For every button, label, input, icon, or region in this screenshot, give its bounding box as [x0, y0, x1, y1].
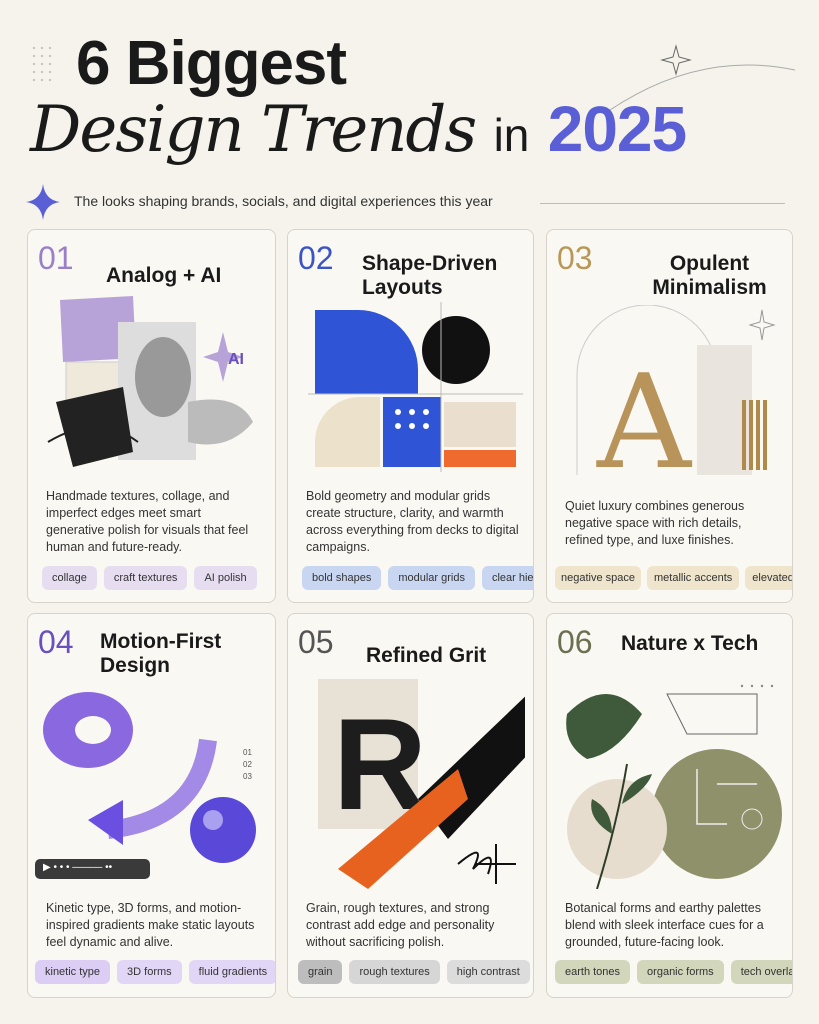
card-description: Grain, rough textures, and strong contra…	[306, 901, 495, 949]
trend-card-motion-first: 04 Motion-First Design 01 02 03 ▶ • • • ——…	[27, 613, 276, 998]
tag: craft textures	[103, 566, 188, 590]
svg-text:03: 03	[243, 772, 252, 781]
card-title: Analog + AI	[106, 264, 222, 287]
svg-text:AI: AI	[228, 351, 244, 368]
trend-card-shape-driven: 02 Shape-Driven Layouts Bold geometry an…	[287, 229, 534, 603]
svg-text:02: 02	[243, 760, 252, 769]
3d-forms-illustration: 01 02 03	[43, 692, 256, 863]
tag: earth tones	[555, 960, 631, 984]
card-number: 04	[38, 624, 74, 660]
gold-letter-illustration: A	[576, 305, 776, 480]
card-number: 06	[557, 624, 593, 660]
tag: modular grids	[388, 566, 475, 590]
trend-card-nature-tech: 06 Nature x Tech Botanical forms and ear…	[546, 613, 793, 998]
card-description: Handmade textures, collage, and imperfec…	[46, 489, 249, 554]
subtitle: The looks shaping brands, socials, and d…	[74, 193, 493, 209]
tag-list: collage craft textures AI polish	[42, 566, 265, 590]
svg-text:01: 01	[243, 748, 252, 757]
tag: rough textures	[349, 960, 440, 984]
tag: negative space	[555, 566, 641, 590]
tag-list: earth tones organic forms tech overlays	[555, 960, 792, 984]
card-title: Shape-Driven Layouts	[362, 252, 498, 299]
tag-list: negative space metallic accents elevated…	[555, 566, 792, 590]
card-title: Refined Grit	[366, 644, 487, 667]
card-number: 05	[298, 624, 334, 660]
tag: kinetic type	[35, 960, 111, 984]
trend-card-analog-ai: 01 Analog + AI AI Handmade textures, col…	[27, 229, 276, 603]
tag: elevated type	[745, 566, 792, 590]
tag: 3D forms	[117, 960, 182, 984]
tag: bold shapes	[302, 566, 382, 590]
card-description: Bold geometry and modular grids create s…	[306, 489, 519, 554]
title-design-trends: Design Trends	[30, 93, 477, 167]
tag-list: kinetic type 3D forms fluid gradients	[35, 960, 275, 984]
tag-list: bold shapes modular grids clear hierarch…	[302, 566, 533, 590]
divider	[540, 203, 785, 204]
tag: high contrast	[446, 960, 530, 984]
geometric-shapes-illustration	[308, 302, 523, 472]
page-title-line1: 6 Biggest	[76, 29, 347, 98]
tag: metallic accents	[647, 566, 740, 590]
botanical-tech-illustration	[566, 684, 782, 889]
trend-card-opulent-minimalism: 03 Opulent Minimalism A Quiet luxury com…	[546, 229, 793, 603]
card-description: Quiet luxury combines generous negative …	[565, 499, 745, 547]
dot-grid-decoration	[30, 44, 56, 84]
sparkle-icon	[26, 184, 60, 220]
tag-list: grain rough textures high contrast	[298, 960, 530, 984]
card-number: 02	[298, 240, 334, 276]
tag: collage	[42, 566, 97, 590]
tag: organic forms	[637, 960, 724, 984]
card-description: Kinetic type, 3D forms, and motion-inspi…	[46, 901, 255, 949]
tag: grain	[298, 960, 343, 984]
collage-illustration: AI	[47, 296, 253, 467]
tag: fluid gradients	[188, 960, 275, 984]
trend-card-refined-grit: 05 Refined Grit R Grain, rough textures,…	[287, 613, 534, 998]
card-description: Botanical forms and earthy palettes blen…	[565, 901, 764, 949]
card-title: Motion-First Design	[100, 630, 222, 677]
tag: tech overlays	[730, 960, 792, 984]
title-in: in	[493, 109, 530, 161]
svg-text:A: A	[596, 346, 693, 480]
card-number: 01	[38, 240, 74, 276]
page-title-line2: Design Trends in 2025	[30, 92, 687, 167]
media-player-bar[interactable]: ▶ • • • ——— ••	[35, 859, 150, 879]
sparkle-arc-decoration	[609, 44, 796, 111]
card-title: Nature x Tech	[621, 632, 759, 655]
tag: clear hierarchy	[481, 566, 533, 590]
card-number: 03	[557, 240, 593, 276]
card-title: Opulent Minimalism	[652, 252, 767, 299]
grunge-letter-illustration: R	[318, 679, 525, 889]
tag: AI polish	[194, 566, 257, 590]
